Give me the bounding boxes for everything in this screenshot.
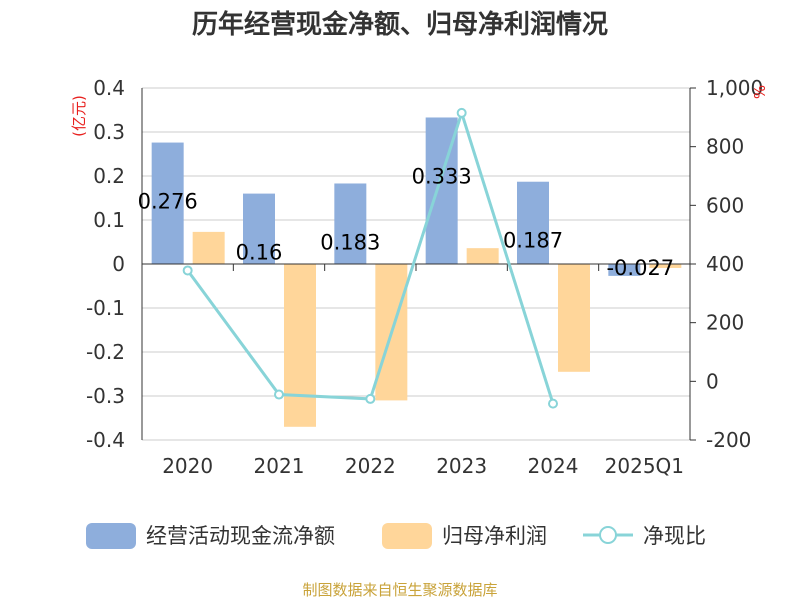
legend-swatch-cash-flow	[86, 523, 136, 549]
axes	[141, 87, 696, 441]
legend-swatch-net-profit	[382, 523, 432, 549]
left-tick-label: 0.1	[93, 208, 125, 232]
x-tick-label: 2023	[436, 454, 487, 478]
left-axis-unit: (亿元)	[70, 95, 88, 137]
cash-flow-bar	[243, 193, 275, 264]
ratio-line	[182, 107, 558, 409]
legend: 经营活动现金流净额 归母净利润 净现比	[86, 523, 706, 549]
net-profit-bar	[466, 248, 499, 264]
chart-title: 历年经营现金净额、归母净利润情况	[192, 9, 608, 40]
left-tick-label: -0.3	[86, 384, 125, 408]
left-tick-label: 0.2	[93, 164, 125, 188]
left-tick-label: 0.4	[93, 76, 125, 100]
net-profit-bar	[192, 231, 225, 264]
legend-label-net-profit: 归母净利润	[442, 524, 547, 548]
legend-label-ratio: 净现比	[643, 524, 706, 548]
net-profit-bar	[284, 264, 316, 427]
x-tick-label: 2020	[162, 454, 213, 478]
data-labels: 0.276 0.16 0.183 0.333 0.187 -0.027	[138, 164, 675, 280]
x-tick-label: 2021	[254, 454, 305, 478]
cash-flow-bar	[334, 183, 367, 264]
right-tick-label: 800	[706, 135, 744, 159]
right-tick-label: 0	[706, 369, 719, 393]
cash-flow-bar	[151, 142, 184, 264]
cash-flow-data-label: 0.187	[503, 229, 563, 253]
right-tick-label: 400	[706, 252, 744, 276]
net-profit-bar	[558, 264, 590, 372]
right-tick-label: 1,000	[706, 76, 763, 100]
left-tick-label: 0	[112, 252, 125, 276]
right-axis-unit: %	[751, 85, 769, 99]
ratio-point	[548, 398, 558, 409]
left-tick-label: -0.4	[86, 428, 125, 452]
right-tick-label: -200	[706, 428, 751, 452]
ratio-point	[274, 389, 284, 400]
x-tick-label: 2022	[345, 454, 396, 478]
left-tick-label: -0.1	[86, 296, 125, 320]
cash-flow-bar	[517, 181, 549, 264]
ratio-point	[365, 393, 376, 404]
net-profit-bar	[649, 264, 682, 268]
ratio-point	[182, 265, 193, 276]
cash-flow-bar	[608, 264, 641, 276]
cash-flow-data-label: 0.16	[236, 241, 283, 265]
source-note: 制图数据来自恒生聚源数据库	[302, 581, 497, 599]
bars	[151, 117, 682, 427]
right-tick-label: 600	[706, 193, 744, 217]
ratio-point	[456, 107, 467, 118]
cash-flow-data-label: 0.333	[412, 164, 472, 188]
cash-flow-data-label: -0.027	[606, 256, 674, 280]
left-tick-label: 0.3	[93, 120, 125, 144]
legend-swatch-ratio-point	[599, 526, 617, 544]
x-tick-label: 2024	[528, 454, 579, 478]
x-tick-label: 2025Q1	[605, 454, 684, 478]
left-tick-label: -0.2	[86, 340, 125, 364]
cash-flow-data-label: 0.183	[320, 230, 380, 254]
tick-labels: 0.4 0.3 0.2 0.1 0 -0.1 -0.2 -0.3 -0.4 1,000 800 600…	[70, 76, 769, 478]
cash-flow-data-label: 0.276	[138, 190, 198, 214]
right-tick-label: 200	[706, 311, 744, 335]
legend-label-cash-flow: 经营活动现金流净额	[146, 524, 335, 548]
